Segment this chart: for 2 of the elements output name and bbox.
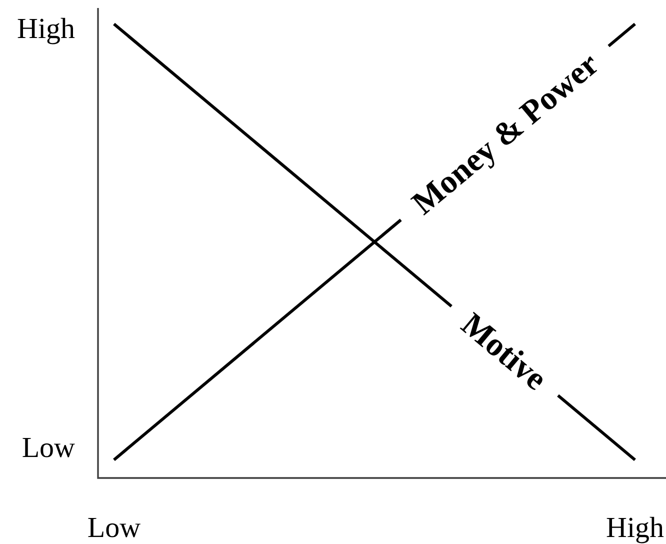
annotation: Low bbox=[22, 432, 76, 464]
annotation: High bbox=[17, 13, 76, 46]
